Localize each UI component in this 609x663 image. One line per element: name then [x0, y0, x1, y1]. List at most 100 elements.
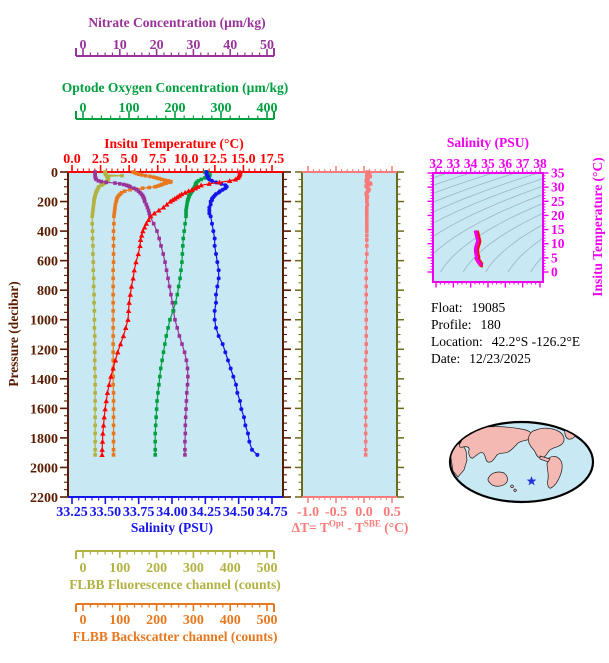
data-marker [93, 431, 97, 436]
data-marker [111, 260, 116, 264]
data-marker [364, 309, 369, 313]
data-marker [158, 366, 163, 371]
landmass [513, 488, 517, 492]
ts-temperature-axis-label: Insitu Temperature (°C) [590, 157, 605, 297]
data-marker [239, 407, 244, 412]
data-marker [167, 198, 173, 204]
data-marker [365, 218, 369, 222]
data-marker [363, 358, 368, 363]
data-marker [215, 284, 220, 289]
data-marker [163, 260, 167, 264]
data-marker [99, 438, 106, 444]
data-marker [151, 210, 157, 216]
data-marker [365, 214, 369, 219]
data-marker [128, 184, 132, 189]
data-marker [159, 182, 164, 187]
tick-label: 200 [146, 613, 167, 628]
data-marker [168, 317, 172, 322]
data-marker [133, 259, 139, 265]
data-marker [214, 300, 218, 305]
data-marker [365, 205, 369, 210]
data-marker [183, 447, 187, 452]
salinity-tick-label: 34.75 [256, 505, 288, 520]
data-marker [242, 415, 246, 420]
tick-label: 400 [220, 613, 241, 628]
data-marker [153, 447, 158, 452]
data-marker [227, 178, 233, 183]
data-marker [100, 422, 107, 428]
data-marker [155, 399, 159, 403]
oxygen-axis-title: Optode Oxygen Concentration (µm/kg) [61, 80, 289, 95]
ts-salinity-tick-label: 36 [499, 156, 513, 171]
temperature-series [99, 169, 243, 457]
data-marker [111, 423, 116, 428]
data-marker [176, 284, 181, 289]
data-marker [104, 390, 111, 395]
sigma-contour [433, 185, 543, 237]
data-marker [364, 260, 369, 264]
data-marker [156, 391, 160, 395]
data-marker [111, 326, 115, 330]
landmass [528, 427, 565, 459]
data-marker [365, 208, 369, 213]
data-marker [101, 414, 107, 420]
data-marker [185, 199, 190, 204]
data-marker [364, 276, 369, 281]
data-marker [91, 202, 96, 207]
data-marker [159, 244, 163, 248]
data-marker [155, 229, 159, 233]
data-marker [164, 268, 169, 273]
data-marker [185, 366, 190, 371]
data-marker [363, 415, 368, 420]
data-marker [212, 236, 217, 241]
landmass [510, 484, 514, 489]
backscatter-series [111, 170, 173, 457]
data-marker [143, 199, 147, 204]
data-marker [92, 342, 97, 346]
data-marker [184, 399, 189, 403]
ts-temperature-tick-label: 25 [551, 194, 565, 209]
pressure-tick-label: 2000 [30, 461, 58, 476]
data-marker [126, 299, 132, 305]
sigma-contour [433, 173, 538, 213]
pressure-tick-label: 1000 [30, 314, 58, 329]
data-marker [364, 350, 369, 355]
data-marker [135, 251, 141, 257]
data-marker [111, 317, 115, 322]
data-marker [91, 276, 96, 281]
data-marker [111, 284, 115, 289]
data-marker [114, 199, 118, 204]
data-marker [120, 333, 127, 339]
pressure-tick-label: 200 [37, 196, 58, 211]
data-marker [363, 374, 368, 379]
data-marker [94, 177, 99, 182]
ts-salinity-tick-label: 34 [464, 156, 478, 171]
data-marker [214, 251, 218, 256]
tick-label: 200 [146, 561, 167, 576]
tick-label: 0 [80, 38, 87, 53]
pressure-axis-label: Pressure (decibar) [6, 281, 21, 387]
data-marker [234, 382, 238, 387]
data-marker [181, 236, 186, 241]
data-marker [173, 317, 177, 322]
data-marker [141, 224, 148, 230]
delta-t-series [363, 170, 373, 457]
data-marker [180, 342, 184, 346]
data-marker [106, 381, 112, 387]
tick-label: 300 [183, 561, 204, 576]
data-marker [363, 439, 368, 444]
data-marker [184, 211, 188, 216]
tick-label: 400 [257, 101, 278, 116]
data-marker [250, 447, 254, 452]
data-marker [364, 300, 369, 305]
data-marker [364, 334, 369, 338]
data-marker [365, 202, 370, 207]
data-marker [177, 334, 182, 338]
data-marker [112, 214, 116, 219]
delta-t-label-suffix: (°C) [380, 520, 409, 535]
data-marker [214, 292, 218, 297]
data-marker [154, 415, 158, 420]
delta-t-tick-label: 0.0 [355, 505, 373, 520]
plot-background [433, 173, 543, 282]
